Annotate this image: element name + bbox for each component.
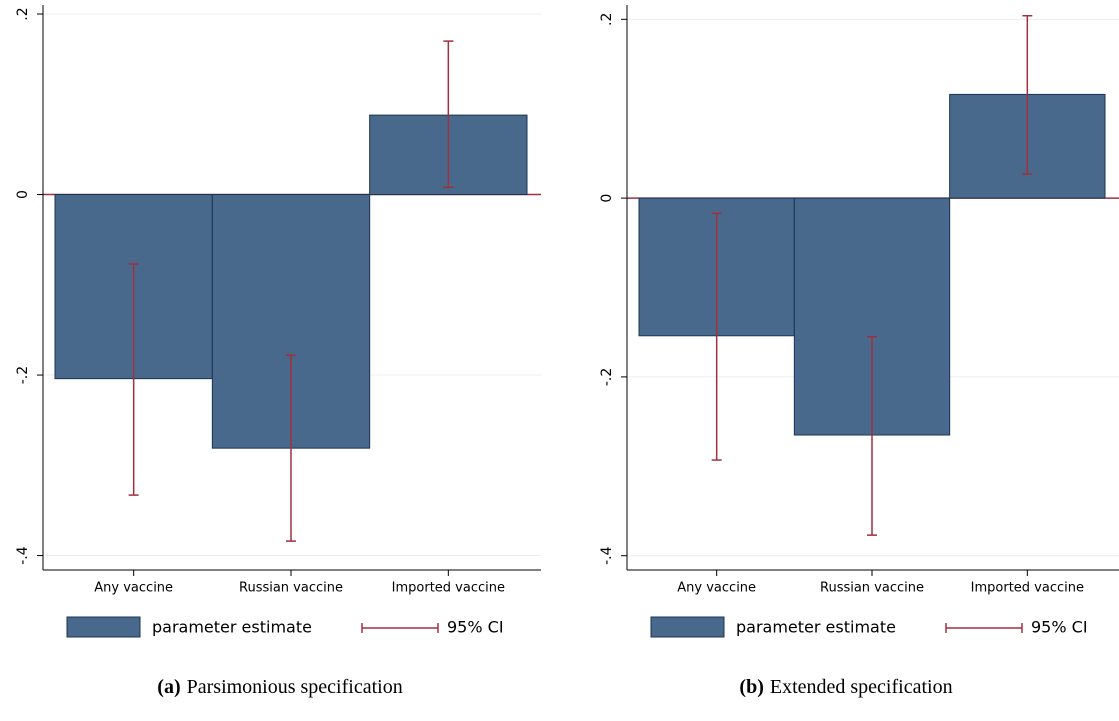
- legend-label: parameter estimate: [736, 618, 896, 637]
- error-bar: [443, 40, 454, 189]
- y-tick-label: 0: [599, 194, 615, 203]
- chart: -.4 -.2 0 .2 Any vaccine Russian vaccine Impor…: [15, 5, 541, 698]
- error-bar: [286, 354, 296, 542]
- y-tick-label: -.4: [599, 546, 615, 565]
- x-tick-label: Russian vaccine: [820, 581, 924, 596]
- legend-swatch: [650, 616, 725, 638]
- caption-text: Extended specification: [770, 676, 953, 698]
- y-tick-label: .2: [599, 13, 615, 26]
- y-tick-label: -.4: [15, 546, 31, 565]
- legend-label: 95% CI: [1031, 618, 1088, 637]
- caption-text: Parsimonious specification: [187, 676, 403, 698]
- y-tick-label: 0: [15, 190, 31, 199]
- y-tick-label: -.2: [15, 366, 31, 384]
- y-tick-label: -.2: [599, 368, 615, 386]
- legend-swatch: [945, 623, 1023, 633]
- caption: (b) Extended specification: [739, 676, 952, 698]
- x-tick-label: Any vaccine: [94, 581, 173, 596]
- legend-label: parameter estimate: [152, 618, 312, 637]
- caption-label: (b): [739, 676, 763, 698]
- error-bar: [1022, 14, 1033, 175]
- y-tick-label: .2: [15, 7, 31, 20]
- chart: -.4 -.2 0 .2 Any vaccine Russian vaccine Impor…: [599, 5, 1119, 698]
- legend-swatch: [361, 623, 439, 633]
- x-tick-label: Imported vaccine: [971, 581, 1084, 596]
- caption: (a) Parsimonious specification: [157, 676, 402, 698]
- error-bar: [867, 335, 877, 536]
- caption-label: (a): [157, 676, 180, 698]
- error-bar: [711, 212, 722, 461]
- x-tick-label: Any vaccine: [677, 581, 756, 596]
- legend-swatch: [66, 616, 141, 638]
- error-bar: [128, 263, 139, 496]
- x-tick-label: Russian vaccine: [239, 581, 343, 596]
- x-tick-label: Imported vaccine: [392, 581, 505, 596]
- legend-label: 95% CI: [447, 618, 504, 637]
